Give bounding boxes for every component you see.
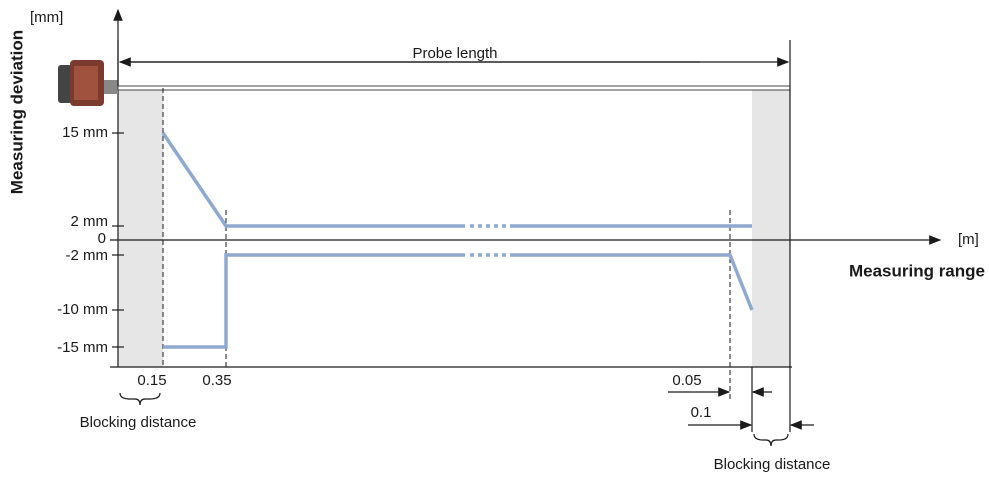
brace	[753, 433, 789, 447]
y-label: -2 mm	[66, 247, 109, 264]
y-label: 15 mm	[62, 124, 108, 141]
y-title: Measuring deviation	[7, 30, 26, 194]
y-label: 2 mm	[71, 213, 109, 230]
blocking-zone	[752, 88, 790, 367]
brace	[119, 392, 161, 406]
y-ticks	[112, 132, 124, 348]
upper-limit	[161, 132, 465, 228]
y-label: 0	[98, 230, 106, 247]
y-label: -10 mm	[57, 301, 108, 318]
probe-label: Probe length	[412, 45, 497, 62]
break	[470, 224, 506, 257]
blocking-zone	[118, 88, 163, 367]
x-label: 0.05	[672, 372, 701, 389]
y-unit: [mm]	[30, 9, 63, 26]
lower-limit	[163, 253, 465, 349]
x-label: 0.1	[691, 404, 712, 421]
x-label: 0.15	[137, 372, 166, 389]
sensor-icon	[58, 60, 118, 106]
blocking-label: Blocking distance	[714, 456, 831, 473]
x-title: Measuring range	[849, 261, 985, 280]
y-label: -15 mm	[57, 339, 108, 356]
x-unit: [m]	[958, 231, 979, 248]
lower-limit	[510, 253, 754, 311]
x-label: 0.35	[202, 372, 231, 389]
blocking-label: Blocking distance	[80, 414, 197, 431]
probe	[117, 85, 791, 91]
